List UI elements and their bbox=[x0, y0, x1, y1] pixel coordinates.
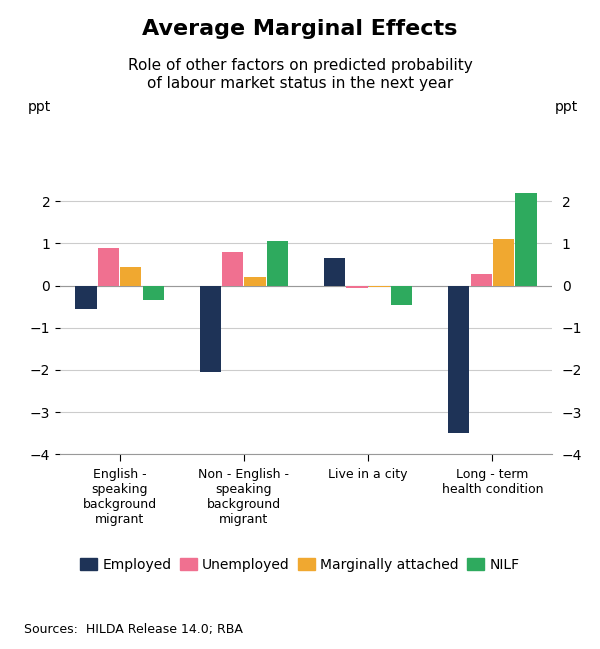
Bar bbox=[368, 286, 390, 287]
Legend: Employed, Unemployed, Marginally attached, NILF: Employed, Unemployed, Marginally attache… bbox=[74, 552, 526, 577]
Bar bbox=[515, 193, 536, 286]
Bar bbox=[448, 286, 469, 434]
Bar bbox=[76, 286, 97, 309]
Bar bbox=[267, 241, 288, 286]
Bar bbox=[222, 252, 244, 286]
Bar bbox=[244, 277, 266, 286]
Text: Role of other factors on predicted probability
of labour market status in the ne: Role of other factors on predicted proba… bbox=[128, 58, 472, 91]
Text: Average Marginal Effects: Average Marginal Effects bbox=[142, 19, 458, 40]
Bar bbox=[98, 247, 119, 286]
Bar bbox=[324, 258, 345, 286]
Bar bbox=[143, 286, 164, 300]
Bar bbox=[120, 267, 142, 286]
Text: ppt: ppt bbox=[28, 99, 51, 114]
Bar bbox=[470, 274, 492, 286]
Text: ppt: ppt bbox=[555, 99, 578, 114]
Text: Sources:  HILDA Release 14.0; RBA: Sources: HILDA Release 14.0; RBA bbox=[24, 623, 243, 636]
Bar bbox=[346, 286, 368, 288]
Bar bbox=[391, 286, 412, 304]
Bar bbox=[493, 239, 514, 286]
Bar bbox=[200, 286, 221, 372]
